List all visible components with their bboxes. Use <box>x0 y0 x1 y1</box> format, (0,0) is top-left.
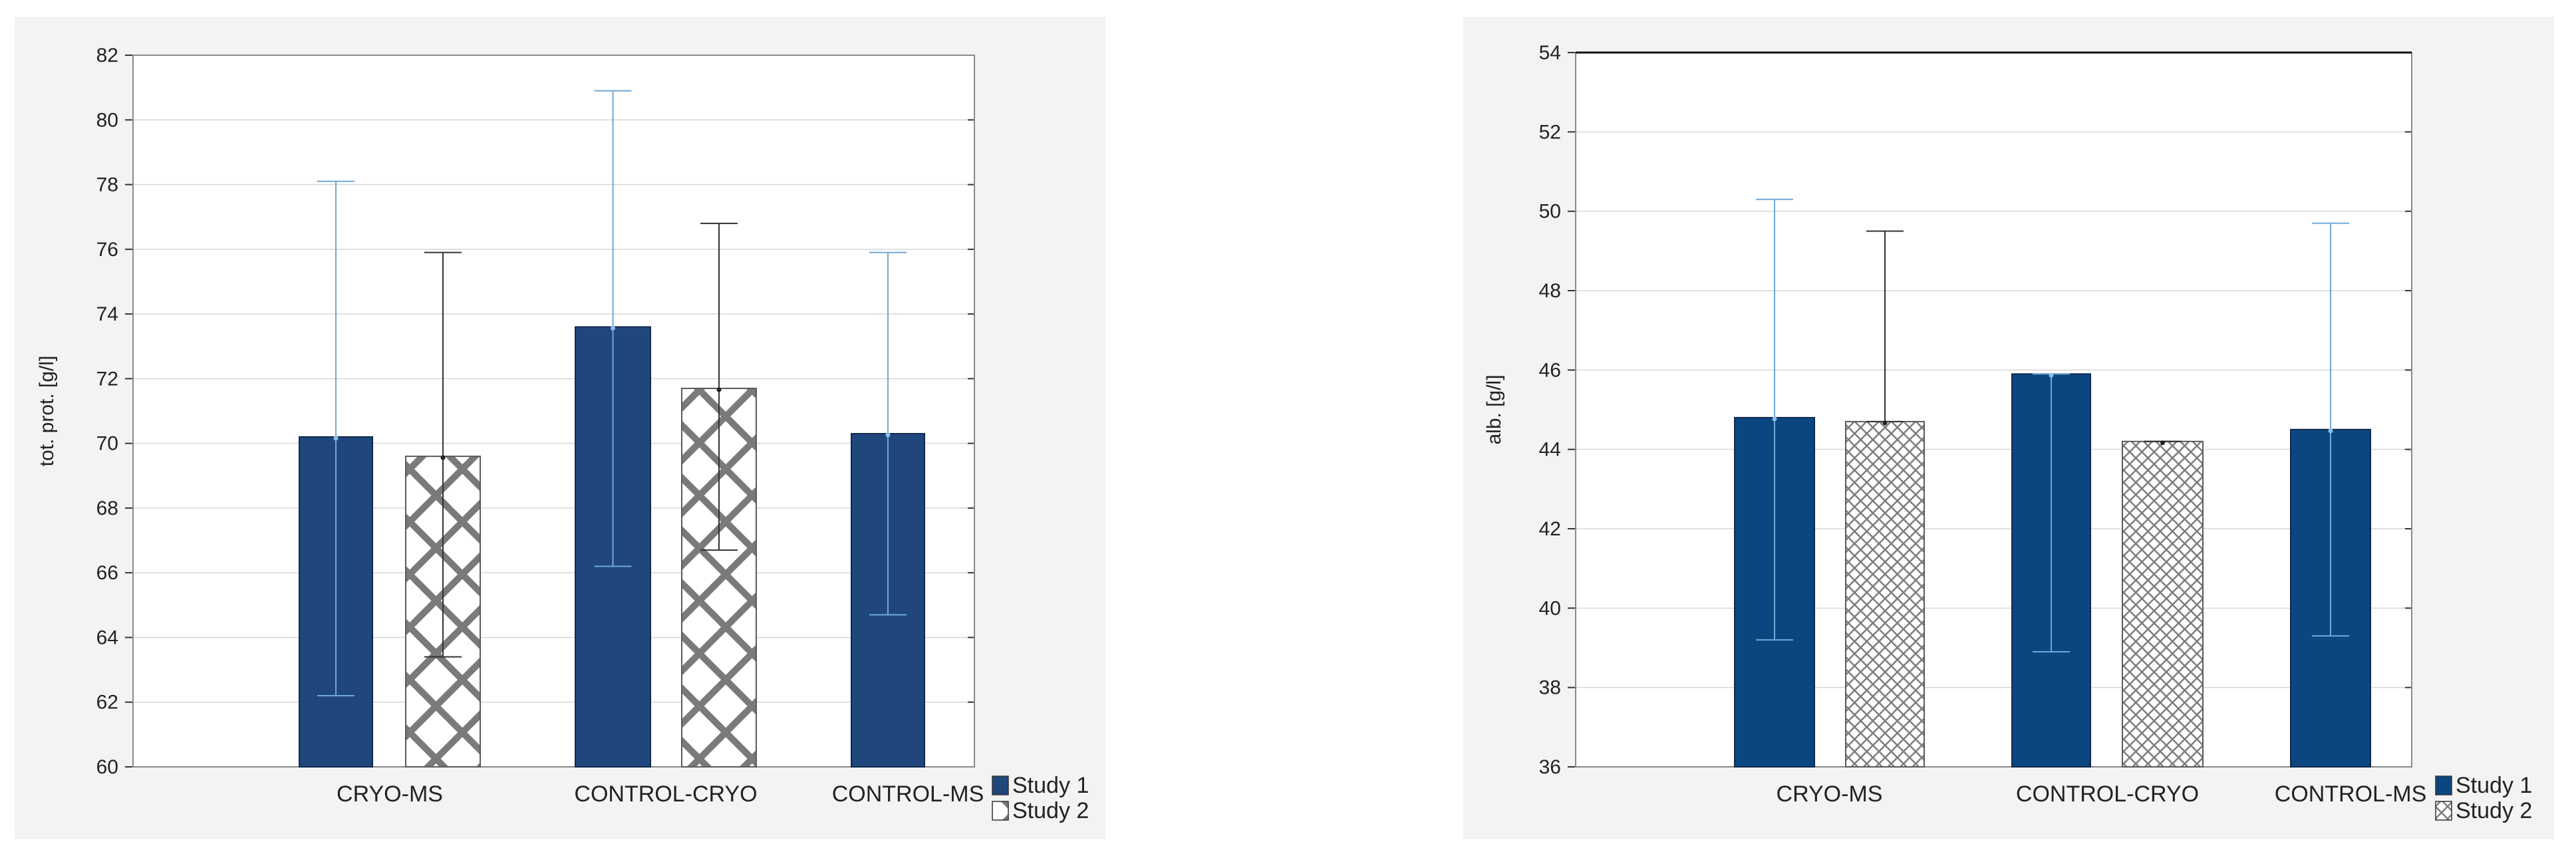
y-tick-label: 62 <box>96 692 118 714</box>
mean-marker <box>611 326 615 331</box>
y-tick-label: 82 <box>96 45 118 67</box>
mean-marker <box>333 436 339 441</box>
legend-swatch <box>2435 801 2452 821</box>
mean-marker <box>2049 372 2054 378</box>
y-tick-label: 46 <box>1539 359 1561 381</box>
y-tick-label: 78 <box>96 174 118 196</box>
x-category-label: CRYO-MS <box>337 781 443 807</box>
y-tick-label: 48 <box>1539 280 1561 302</box>
y-axis-title: alb. [g/l] <box>1483 374 1505 444</box>
x-category-label: CONTROL-MS <box>832 781 984 807</box>
bar-study-2-control-cryo <box>2122 440 2204 768</box>
plot-frame <box>132 55 975 768</box>
albumin-chart: 36 38 40 42 44 46 48 50 52 54 CRYO-MS CONTROL-CRYO C… <box>1483 42 2532 823</box>
y-tick-label: 50 <box>1539 201 1561 223</box>
plot-area <box>1576 53 2412 767</box>
legend-swatch <box>2435 776 2452 795</box>
y-tick-label: 72 <box>96 368 118 390</box>
mean-marker <box>2328 428 2333 434</box>
legend-label: Study 2 <box>2456 798 2532 823</box>
y-tick-label: 74 <box>96 303 118 325</box>
plot-area <box>133 55 974 767</box>
y-tick-label: 44 <box>1539 439 1561 461</box>
y-tick-label: 38 <box>1539 677 1561 699</box>
y-tick-label: 70 <box>96 433 118 455</box>
mean-marker <box>440 455 446 460</box>
y-tick-label: 66 <box>96 562 118 584</box>
mean-marker <box>2160 440 2165 446</box>
legend-label: Study 1 <box>1012 773 1089 798</box>
x-category-label: CONTROL-CRYO <box>574 781 757 807</box>
y-tick-label: 68 <box>96 497 118 519</box>
y-tick-label: 60 <box>96 756 118 778</box>
chart-panel-total-protein: 60 62 64 66 68 70 72 74 76 78 80 82 CRYO-MS CONTROL-C… <box>15 17 1105 839</box>
y-tick-label: 40 <box>1539 597 1561 619</box>
y-tick-label: 76 <box>96 239 118 261</box>
y-tick-label: 42 <box>1539 518 1561 540</box>
y-tick-label: 36 <box>1539 756 1561 778</box>
legend-swatch <box>992 776 1009 795</box>
bar-study-2-cryo-ms <box>1845 420 1925 768</box>
legend-swatch <box>992 801 1009 821</box>
x-category-label: CRYO-MS <box>1777 781 1883 807</box>
legend-label: Study 2 <box>1012 798 1089 823</box>
y-axis-title: tot. prot. [g/l] <box>36 356 58 467</box>
mean-marker <box>716 387 722 392</box>
y-tick-label: 64 <box>96 627 118 648</box>
legend-label: Study 1 <box>2456 773 2532 798</box>
x-category-label: CONTROL-CRYO <box>2016 781 2199 807</box>
y-tick-label: 52 <box>1539 121 1561 143</box>
total-protein-chart: 60 62 64 66 68 70 72 74 76 78 80 82 CRYO-MS CONTROL-C… <box>36 45 1089 823</box>
mean-marker <box>885 432 891 438</box>
mean-marker <box>1772 416 1777 422</box>
x-category-label: CONTROL-MS <box>2275 781 2427 807</box>
chart-panel-albumin: 36 38 40 42 44 46 48 50 52 54 CRYO-MS CONTROL-CRYO C… <box>1463 17 2554 839</box>
y-tick-label: 80 <box>96 109 118 131</box>
mean-marker <box>1882 420 1888 426</box>
y-tick-label: 54 <box>1539 42 1561 64</box>
